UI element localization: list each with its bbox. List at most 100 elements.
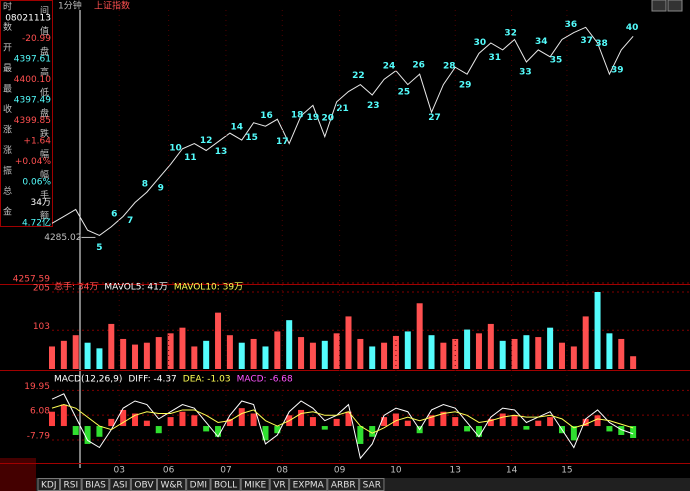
bar: [262, 346, 269, 369]
panel-title: MAVOL5: 41万: [104, 283, 168, 293]
wave-label: 14: [231, 123, 244, 133]
wave-label: 7: [127, 216, 133, 226]
wave-label: 28: [443, 61, 456, 71]
tab[interactable]: ASI: [113, 481, 128, 491]
bar: [392, 335, 399, 369]
bar: [72, 426, 79, 435]
bar: [404, 331, 411, 369]
tab[interactable]: EXPMA: [293, 481, 325, 491]
tab[interactable]: RSI: [64, 481, 79, 491]
bar: [309, 342, 316, 369]
x-tick-label: 09: [334, 466, 346, 476]
indicator-line: [51, 404, 634, 434]
bar: [333, 418, 340, 427]
wave-label: 29: [459, 81, 472, 91]
bar: [298, 337, 305, 369]
bar: [274, 426, 281, 434]
bar: [570, 346, 577, 369]
bar: [416, 303, 423, 369]
wave-label: 10: [169, 143, 182, 153]
bar: [582, 316, 589, 369]
info-label: 最: [3, 63, 12, 74]
wave-label: 38: [595, 39, 608, 49]
bar: [535, 337, 542, 369]
wave-label: 25: [398, 87, 411, 97]
toolbar-button[interactable]: [667, 0, 683, 12]
x-tick-label: 08: [277, 466, 289, 476]
bar: [630, 356, 637, 369]
info-value: -20.99: [22, 34, 51, 44]
tab[interactable]: ARBR: [331, 481, 356, 491]
info-label: 手: [40, 189, 49, 201]
panel-title: MAVOL10: 39万: [174, 283, 243, 293]
y-tick-label: 19.95: [24, 382, 50, 392]
info-label: 总: [3, 185, 12, 197]
info-value: +0.04%: [15, 157, 52, 167]
bar: [452, 417, 459, 427]
bar: [487, 418, 494, 427]
wave-label: 33: [519, 68, 532, 78]
period: 1分钟: [58, 0, 82, 12]
bar: [582, 418, 589, 427]
bar: [72, 335, 79, 369]
tab[interactable]: KDJ: [41, 481, 57, 491]
bar: [108, 323, 115, 369]
info-label: 时: [3, 1, 12, 13]
bar: [203, 340, 210, 369]
bar: [96, 348, 103, 369]
bar: [369, 346, 376, 369]
info-label: 跌: [40, 129, 49, 140]
bar: [404, 420, 411, 427]
bar: [321, 426, 328, 430]
bar: [357, 426, 364, 444]
panel-title: MACD: -6.68: [237, 375, 293, 385]
bar: [49, 346, 55, 369]
bar: [274, 331, 281, 369]
panel-title: DEA: -1.03: [183, 375, 231, 385]
x-tick-label: 03: [113, 466, 124, 476]
tab[interactable]: BOLL: [214, 481, 237, 491]
x-tick-label: 06: [163, 466, 175, 476]
wave-label: 8: [142, 179, 148, 189]
x-tick-label: 10: [390, 466, 402, 476]
bar: [452, 338, 459, 369]
tab[interactable]: BIAS: [85, 481, 106, 491]
bar: [381, 342, 388, 369]
bar: [381, 417, 388, 427]
bar: [298, 409, 305, 427]
wave-label: 11: [184, 153, 197, 163]
tab[interactable]: MIKE: [244, 481, 266, 491]
info-label: 金: [3, 206, 12, 218]
wave-label: 35: [550, 56, 563, 66]
tab[interactable]: W&R: [161, 481, 183, 491]
bar: [511, 415, 518, 427]
wave-label: 21: [336, 104, 349, 114]
bar: [60, 404, 67, 427]
info-label: 幅: [40, 148, 49, 160]
tab[interactable]: SAR: [363, 481, 381, 491]
info-value: 4399.85: [14, 116, 51, 126]
bar: [618, 426, 625, 435]
tab[interactable]: VR: [273, 481, 285, 491]
x-tick-label: 15: [561, 466, 572, 476]
tab[interactable]: DMI: [190, 481, 207, 491]
tab[interactable]: OBV: [134, 481, 154, 491]
wave-label: 24: [383, 61, 396, 71]
wave-label: 39: [611, 65, 624, 75]
bar: [132, 413, 139, 427]
bar: [191, 346, 198, 369]
y-tick-label: -7.79: [27, 431, 51, 441]
bar: [84, 342, 91, 369]
index-name: 上证指数: [94, 0, 130, 12]
bar: [179, 411, 186, 427]
info-value: 4400.10: [14, 75, 51, 85]
toolbar-button[interactable]: [651, 0, 667, 12]
info-label: 值: [40, 25, 49, 37]
info-label: 数: [3, 21, 12, 33]
wave-label: 40: [626, 23, 639, 33]
wave-label: 27: [428, 113, 441, 123]
tabs: KDJ RSI BIAS ASI OBV W&R DMI BOLL MIKE VR EXPMA ARB…: [37, 478, 385, 491]
price-line: [51, 26, 634, 236]
